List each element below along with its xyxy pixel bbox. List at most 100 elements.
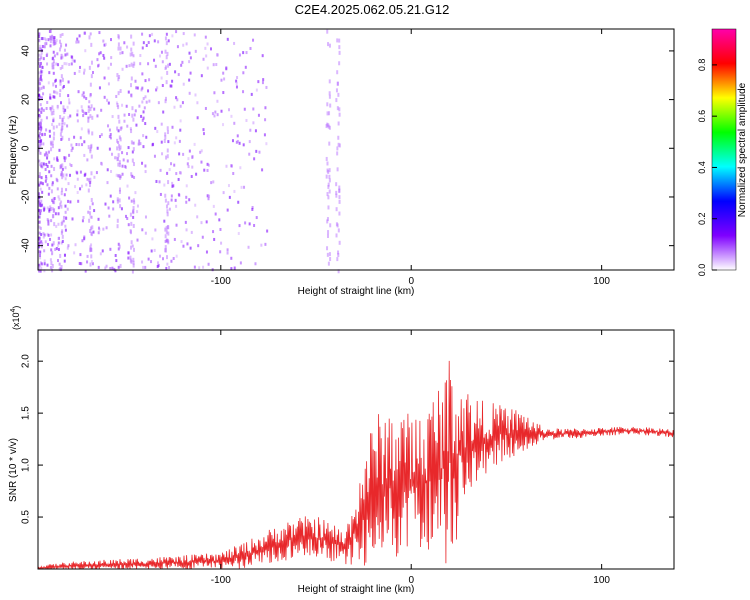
spectrogram-noise-cell <box>230 267 233 271</box>
spectrogram-noise-cell <box>86 158 89 162</box>
spectrogram-noise-cell <box>60 204 63 209</box>
colorbar-tick-label: 0.6 <box>697 110 707 123</box>
spectrogram-noise-cell <box>135 86 138 90</box>
spectrogram-noise-cell <box>130 240 133 245</box>
spectrogram-noise-cell <box>219 250 222 254</box>
spectrogram-noise-cell <box>121 164 124 168</box>
spectrogram-noise-cell <box>40 245 43 249</box>
spectrogram-noise-cell <box>46 232 49 236</box>
spectrogram-noise-cell <box>98 31 101 35</box>
spectrogram-noise-cell <box>53 39 56 44</box>
spectrogram-noise-cell <box>261 81 264 85</box>
spectrogram-noise-cell <box>142 145 145 149</box>
spectrogram-noise-cell <box>264 242 267 246</box>
spectrogram-noise-cell <box>62 116 65 120</box>
spectrogram-noise-cell <box>38 209 41 213</box>
spectrogram-noise-cell <box>61 122 64 127</box>
spectrogram-noise-cell <box>335 88 338 93</box>
spectrogram-noise-cell <box>129 230 132 235</box>
spectrogram-noise-cell <box>50 207 53 212</box>
spectrogram-noise-cell <box>42 142 45 146</box>
spectrogram-noise-cell <box>38 32 41 36</box>
spectrogram-noise-cell <box>84 31 87 35</box>
spectrogram-noise-cell <box>39 209 42 213</box>
spectrogram-noise-cell <box>115 259 118 263</box>
spectrogram-noise-cell <box>328 189 331 194</box>
spectrogram-noise-cell <box>111 266 114 270</box>
spectrogram-noise-cell <box>68 62 71 66</box>
spectrogram-noise-cell <box>202 128 205 132</box>
spectrogram-noise-cell <box>56 106 59 110</box>
spectrogram-noise-cell <box>118 198 121 203</box>
spectrogram-noise-cell <box>49 93 52 97</box>
spectrogram-noise-cell <box>233 266 236 270</box>
x-tick-label: 100 <box>593 575 610 586</box>
spectrogram-noise-cell <box>116 218 119 223</box>
spectrogram-noise-cell <box>261 168 264 172</box>
spectrogram-noise-cell <box>212 204 215 208</box>
spectrogram-noise-cell <box>189 56 192 60</box>
spectrogram-noise-cell <box>107 82 110 86</box>
spectrogram-noise-cell <box>52 209 55 214</box>
spectrogram-noise-cell <box>64 224 67 228</box>
spectrogram-noise-cell <box>40 73 43 77</box>
spectrogram-noise-cell <box>148 99 151 103</box>
spectrogram-noise-cell <box>121 103 124 107</box>
spectrogram-noise-cell <box>129 52 132 57</box>
spectrogram-noise-cell <box>56 156 59 160</box>
spectrogram-noise-cell <box>85 97 88 101</box>
spectrogram-noise-cell <box>171 34 174 38</box>
spectrogram-noise-cell <box>91 71 94 75</box>
spectrogram-noise-cell <box>130 199 133 203</box>
spectrogram-noise-cell <box>336 38 339 43</box>
spectrogram-noise-cell <box>160 122 163 126</box>
spectrogram-noise-cell <box>161 152 164 156</box>
y-tick-label: 0.5 <box>21 510 32 524</box>
spectrogram-noise-cell <box>119 88 122 93</box>
spectrogram-noise-cell <box>335 98 338 103</box>
spectrogram-noise-cell <box>131 158 134 163</box>
spectrogram-noise-cell <box>201 235 204 239</box>
spectrogram-noise-cell <box>135 123 138 127</box>
spectrogram-noise-cell <box>132 263 135 268</box>
spectrogram-noise-cell <box>68 101 71 105</box>
spectrogram-noise-cell <box>91 225 94 230</box>
spectrogram-noise-cell <box>61 117 64 122</box>
spectrogram-noise-cell <box>81 219 84 223</box>
spectrogram-noise-cell <box>216 53 219 57</box>
spectrogram-noise-cell <box>326 246 329 251</box>
spectrogram-noise-cell <box>150 249 153 253</box>
spectrogram-noise-cell <box>89 114 92 119</box>
spectrogram-noise-cell <box>87 109 90 114</box>
spectrogram-noise-cell <box>99 51 102 55</box>
spectrogram-noise-cell <box>46 218 49 222</box>
spectrogram-noise-cell <box>133 200 136 205</box>
spectrogram-noise-cell <box>139 142 142 146</box>
spectrogram-noise-cell <box>134 79 137 83</box>
spectrogram-noise-cell <box>118 75 121 80</box>
spectrogram-noise-cell <box>108 147 111 151</box>
spectrogram-noise-cell <box>90 247 93 252</box>
spectrogram-noise-cell <box>51 207 54 211</box>
y-tick-label: 20 <box>21 94 32 106</box>
spectrogram-noise-cell <box>39 269 42 273</box>
spectrogram-noise-cell <box>252 38 255 42</box>
spectrogram-noise-cell <box>45 128 48 132</box>
spectrogram-noise-cell <box>98 86 101 90</box>
spectrogram-noise-cell <box>60 230 63 235</box>
spectrogram-noise-cell <box>88 35 91 40</box>
x-tick-label: -100 <box>211 575 231 586</box>
spectrogram-noise-cell <box>177 73 180 77</box>
spectrogram-noise-cell <box>41 242 44 246</box>
spectrogram-noise-cell <box>38 131 41 135</box>
spectrogram-noise-cell <box>106 98 109 102</box>
spectrogram-noise-cell <box>165 32 168 36</box>
spectrogram-noise-cell <box>38 93 41 97</box>
spectrogram-noise-cell <box>53 200 56 205</box>
spectrogram-noise-cell <box>39 61 42 65</box>
spectrogram-noise-cell <box>180 63 183 67</box>
spectrogram-noise-cell <box>89 215 92 219</box>
spectrogram-noise-cell <box>132 247 135 252</box>
spectrogram-noise-cell <box>39 212 42 216</box>
spectrogram-noise-cell <box>57 206 60 210</box>
